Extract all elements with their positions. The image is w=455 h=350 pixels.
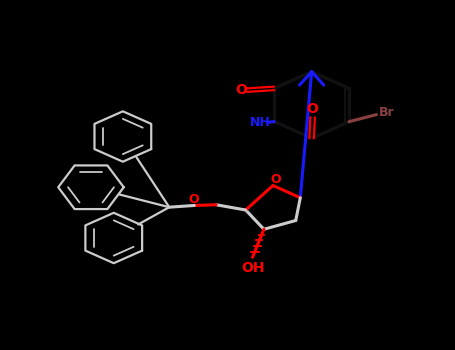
- Text: O: O: [188, 193, 199, 206]
- Text: NH: NH: [250, 116, 271, 129]
- Text: Br: Br: [379, 106, 394, 119]
- Text: OH: OH: [241, 261, 264, 275]
- Text: O: O: [307, 102, 318, 116]
- Text: O: O: [235, 83, 247, 97]
- Text: O: O: [270, 173, 281, 186]
